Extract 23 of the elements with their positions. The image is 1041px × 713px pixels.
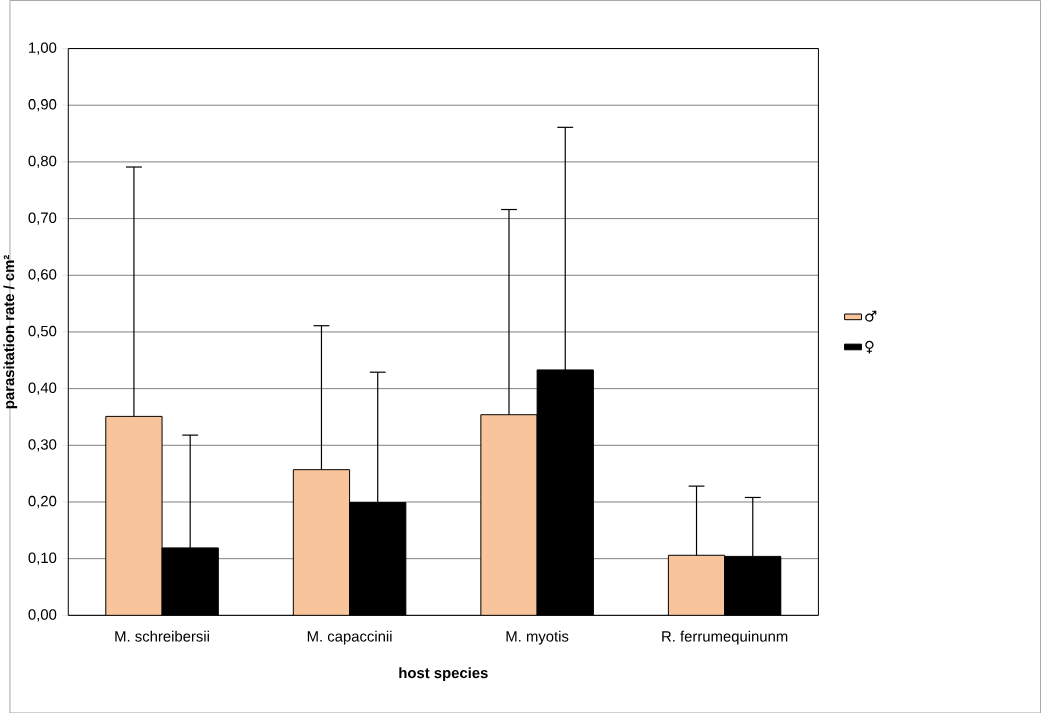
y-tick-label: 0,50 xyxy=(28,325,57,338)
x-tick-label: M. myotis xyxy=(506,630,569,645)
x-tick-label: R. ferrumequinunm xyxy=(662,630,788,645)
y-tick-label: 0,60 xyxy=(28,268,57,282)
x-axis-title: host species xyxy=(399,667,488,681)
y-tick-label: 1,00 xyxy=(29,42,57,55)
bar xyxy=(292,468,351,616)
x-tick-label: M. capaccinii xyxy=(307,630,392,645)
legend-label: ♂ xyxy=(865,310,877,322)
bar xyxy=(105,415,163,616)
y-tick-label: 0,30 xyxy=(28,438,57,452)
bar xyxy=(667,554,726,616)
y-tick-label: 0,40 xyxy=(28,382,57,395)
bar xyxy=(480,413,538,616)
y-tick-label: 0,90 xyxy=(28,98,57,112)
y-axis-title: parasitation rate / cm² xyxy=(3,254,18,408)
y-tick-label: 0,20 xyxy=(28,495,57,508)
y-tick-label: 0,80 xyxy=(28,155,57,168)
y-tick-label: 0,00 xyxy=(28,608,57,622)
x-tick-label: M. schreibersii xyxy=(115,630,209,642)
y-tick-label: 0,10 xyxy=(28,552,57,565)
legend-label: ♀ xyxy=(865,340,874,354)
y-tick-label: 0,70 xyxy=(28,212,57,225)
